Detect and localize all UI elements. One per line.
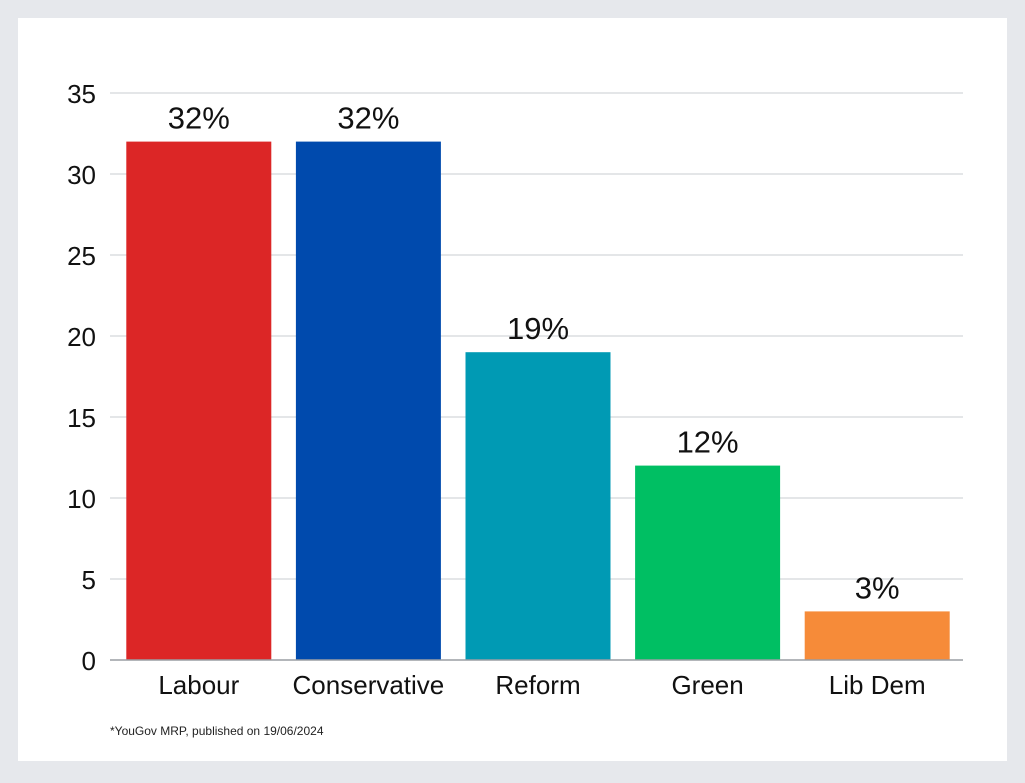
data-label: 32% — [168, 101, 230, 136]
bar — [804, 611, 950, 660]
y-tick-label: 10 — [67, 484, 96, 514]
y-tick-label: 30 — [67, 160, 96, 190]
y-tick-label: 0 — [82, 646, 96, 676]
x-tick-label: Green — [671, 670, 743, 700]
bars — [126, 141, 950, 661]
bar — [295, 141, 441, 661]
y-tick-label: 5 — [82, 565, 96, 595]
x-tick-label: Reform — [495, 670, 580, 700]
x-axis-ticks: Labour Conservative Reform Green Lib Dem — [158, 670, 925, 700]
y-tick-label: 35 — [67, 79, 96, 109]
bar — [635, 465, 781, 660]
y-tick-label: 15 — [67, 403, 96, 433]
y-tick-label: 25 — [67, 241, 96, 271]
y-tick-label: 20 — [67, 322, 96, 352]
data-label: 3% — [855, 570, 900, 605]
data-label: 19% — [507, 311, 569, 346]
y-axis-ticks: 0 5 10 15 20 25 30 35 — [67, 79, 96, 676]
data-labels: 32% 32% 19% 12% 3% — [168, 101, 900, 606]
x-tick-label: Lib Dem — [829, 670, 926, 700]
data-label: 12% — [677, 425, 739, 460]
source-footnote: *YouGov MRP, published on 19/06/2024 — [110, 724, 324, 738]
x-tick-label: Labour — [158, 670, 239, 700]
x-tick-label: Conservative — [293, 670, 445, 700]
bar — [126, 141, 272, 661]
bar — [465, 352, 611, 660]
data-label: 32% — [337, 101, 399, 136]
